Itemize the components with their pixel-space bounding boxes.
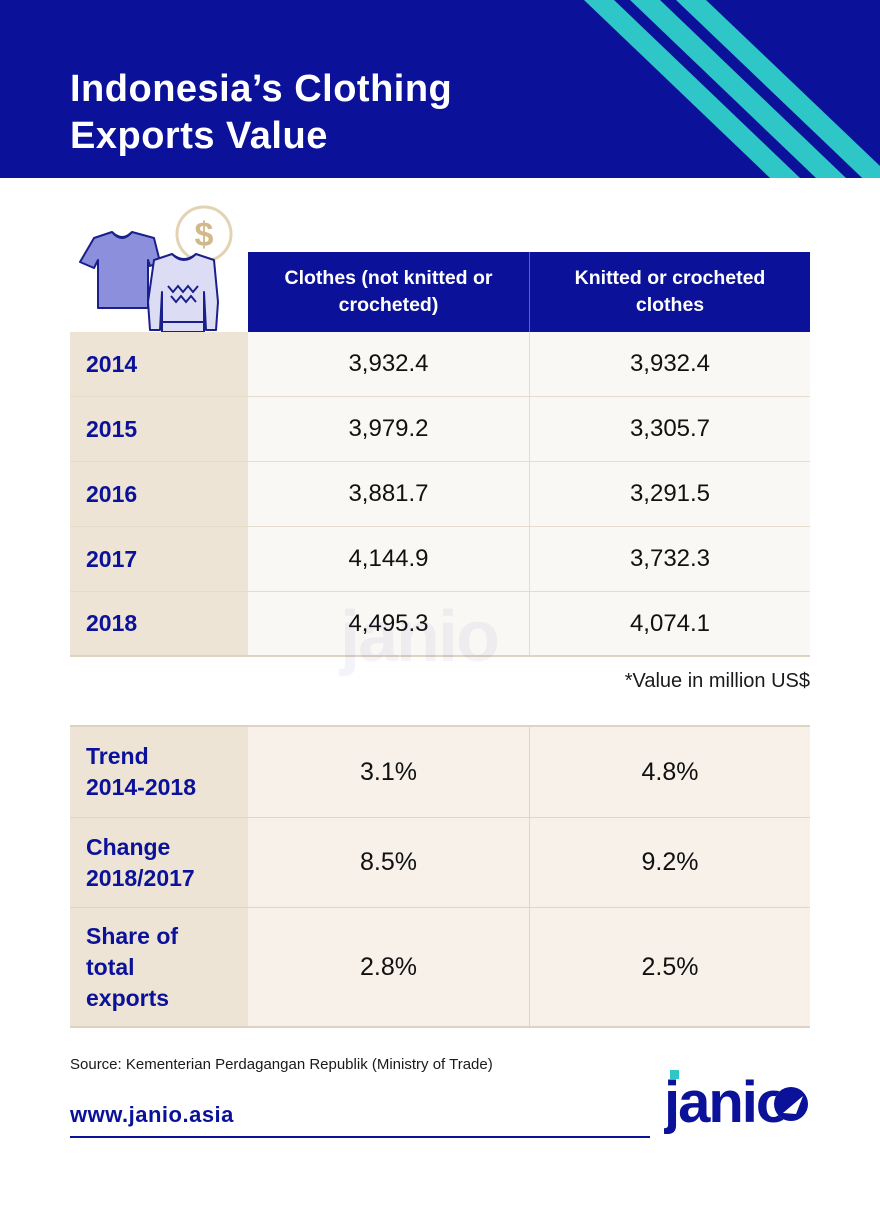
- stats-label-line: Share of: [86, 922, 179, 949]
- janio-logo: janio: [663, 1068, 814, 1149]
- knitted-value: 3,732.3: [529, 527, 810, 591]
- logo-o-arrow: [783, 1096, 803, 1114]
- stats-label-line: Trend: [86, 743, 149, 769]
- stats-label: Share of total exports: [70, 908, 248, 1026]
- logo-wordmark: janio: [664, 1070, 790, 1135]
- value-unit-note: *Value in million US$: [624, 670, 810, 692]
- clothes-value: 8.5%: [248, 818, 529, 907]
- table-header: Clothes (not knitted or crocheted) Knitt…: [248, 252, 810, 332]
- clothes-value: 3,881.7: [248, 462, 529, 526]
- page-title: Indonesia’s Clothing Exports Value: [70, 66, 452, 160]
- knitted-value: 9.2%: [529, 818, 810, 907]
- clothing-illustration: $: [79, 205, 233, 333]
- header-banner: Indonesia’s Clothing Exports Value: [0, 0, 880, 178]
- knitted-value: 3,291.5: [529, 462, 810, 526]
- website-link[interactable]: www.janio.asia: [70, 1102, 234, 1127]
- logo-o-icon: [774, 1087, 808, 1121]
- year-cell: 2014: [70, 332, 248, 396]
- clothes-value: 3,979.2: [248, 397, 529, 461]
- year-cell: 2016: [70, 462, 248, 526]
- clothes-value: 3,932.4: [248, 332, 529, 396]
- stats-label-line: total: [86, 953, 135, 980]
- column-header-knitted: Knitted or crocheted clothes: [529, 252, 810, 332]
- table-row: 2018 4,495.3 4,074.1: [70, 592, 810, 657]
- knitted-value: 4,074.1: [529, 592, 810, 655]
- column-header-clothes: Clothes (not knitted or crocheted): [284, 267, 493, 316]
- knitted-value: 2.5%: [529, 908, 810, 1026]
- stats-row-trend: Trend 2014-2018 3.1% 4.8%: [70, 727, 810, 818]
- stats-label-line: 2014-2018: [86, 774, 196, 800]
- stripe-1: [584, 0, 800, 178]
- logo-teal-dot: [670, 1070, 679, 1079]
- dollar-coin-icon: $: [175, 205, 233, 263]
- janio-logo-mark: janio: [663, 1070, 808, 1135]
- knitted-value: 4.8%: [529, 727, 810, 817]
- stats-label-line: exports: [86, 984, 170, 1011]
- coin-symbol: $: [195, 216, 214, 254]
- decorative-stripes: [584, 0, 880, 178]
- table-row: 2014 3,932.4 3,932.4: [70, 332, 810, 397]
- year-cell: 2018: [70, 592, 248, 655]
- stats-label: Trend 2014-2018: [70, 727, 248, 817]
- table-row: 2017 4,144.9 3,732.3: [70, 527, 810, 592]
- stats-label-line: 2018/2017: [86, 864, 195, 891]
- title-line-2: Exports Value: [70, 115, 328, 157]
- clothes-value: 4,144.9: [248, 527, 529, 591]
- stripe-2: [630, 0, 846, 178]
- tshirt-icon: [79, 231, 161, 309]
- knitted-value: 3,305.7: [529, 397, 810, 461]
- source-text: Source: Kementerian Perdagangan Republik…: [70, 1056, 493, 1073]
- stats-row-change: Change 2018/2017 8.5% 9.2%: [70, 818, 810, 908]
- title-line-1: Indonesia’s Clothing: [70, 68, 453, 110]
- sweater-icon: [147, 253, 219, 333]
- year-cell: 2017: [70, 527, 248, 591]
- watermark-logo: janio: [340, 597, 500, 677]
- year-cell: 2015: [70, 397, 248, 461]
- table-row: 2016 3,881.7 3,291.5: [70, 462, 810, 527]
- stats-table: Trend 2014-2018 3.1% 4.8% Change 2018/20…: [70, 725, 810, 1028]
- stats-row-share: Share of total exports 2.8% 2.5%: [70, 908, 810, 1028]
- website-underline: [70, 1136, 650, 1138]
- clothes-value: 4,495.3: [248, 592, 529, 655]
- stats-label: Change 2018/2017: [70, 818, 248, 907]
- clothes-value: 3.1%: [248, 727, 529, 817]
- stripe-3: [676, 0, 880, 178]
- stats-label-line: Change: [86, 833, 171, 860]
- knitted-value: 3,932.4: [529, 332, 810, 396]
- table-row: 2015 3,979.2 3,305.7: [70, 397, 810, 462]
- clothes-value: 2.8%: [248, 908, 529, 1026]
